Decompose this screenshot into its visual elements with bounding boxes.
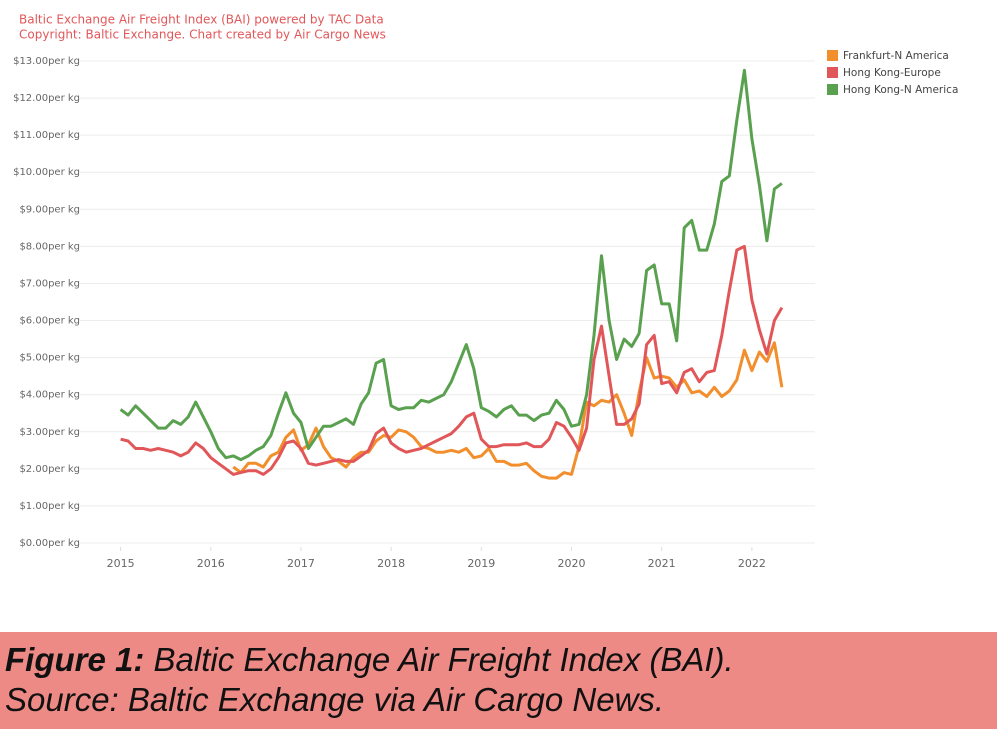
legend-swatch xyxy=(827,50,838,61)
legend-label: Hong Kong-Europe xyxy=(843,67,941,79)
chart-title: Baltic Exchange Air Freight Index (BAI) … xyxy=(19,13,384,27)
legend-label: Hong Kong-N America xyxy=(843,84,958,96)
y-tick-label: $0.00per kg xyxy=(19,538,80,549)
x-tick-label: 2018 xyxy=(377,557,405,570)
y-tick-label: $1.00per kg xyxy=(19,501,80,512)
legend-label: Frankfurt-N America xyxy=(843,50,949,62)
x-tick-label: 2016 xyxy=(197,557,225,570)
y-tick-label: $12.00per kg xyxy=(13,93,80,104)
legend-swatch xyxy=(827,67,838,78)
caption-text: Baltic Exchange Air Freight Index (BAI). xyxy=(144,641,734,678)
y-tick-label: $7.00per kg xyxy=(19,278,80,289)
x-tick-label: 2015 xyxy=(107,557,135,570)
y-tick-label: $3.00per kg xyxy=(19,427,80,438)
y-tick-label: $8.00per kg xyxy=(19,241,80,252)
y-tick-label: $13.00per kg xyxy=(13,56,80,67)
chart-subtitle: Copyright: Baltic Exchange. Chart create… xyxy=(19,28,386,42)
x-tick-label: 2022 xyxy=(738,557,766,570)
caption-source: Source: Baltic Exchange via Air Cargo Ne… xyxy=(5,681,665,718)
x-tick-label: 2021 xyxy=(648,557,676,570)
x-tick-label: 2020 xyxy=(558,557,586,570)
y-tick-label: $2.00per kg xyxy=(19,464,80,475)
y-tick-label: $9.00per kg xyxy=(19,204,80,215)
series-line xyxy=(119,68,783,462)
y-tick-label: $5.00per kg xyxy=(19,353,80,364)
y-tick-label: $6.00per kg xyxy=(19,316,80,327)
y-tick-label: $4.00per kg xyxy=(19,390,80,401)
x-tick-label: 2017 xyxy=(287,557,315,570)
series-line xyxy=(232,341,784,480)
x-tick-label: 2019 xyxy=(467,557,495,570)
caption: Figure 1: Baltic Exchange Air Freight In… xyxy=(0,632,997,729)
chart: Baltic Exchange Air Freight Index (BAI) … xyxy=(13,13,958,571)
caption-label: Figure 1: xyxy=(5,641,145,678)
y-tick-label: $11.00per kg xyxy=(13,130,80,141)
series-line xyxy=(120,244,784,476)
caption-line: Figure 1: Baltic Exchange Air Freight In… xyxy=(5,640,997,680)
legend-swatch xyxy=(827,84,838,95)
y-tick-label: $10.00per kg xyxy=(13,167,80,178)
